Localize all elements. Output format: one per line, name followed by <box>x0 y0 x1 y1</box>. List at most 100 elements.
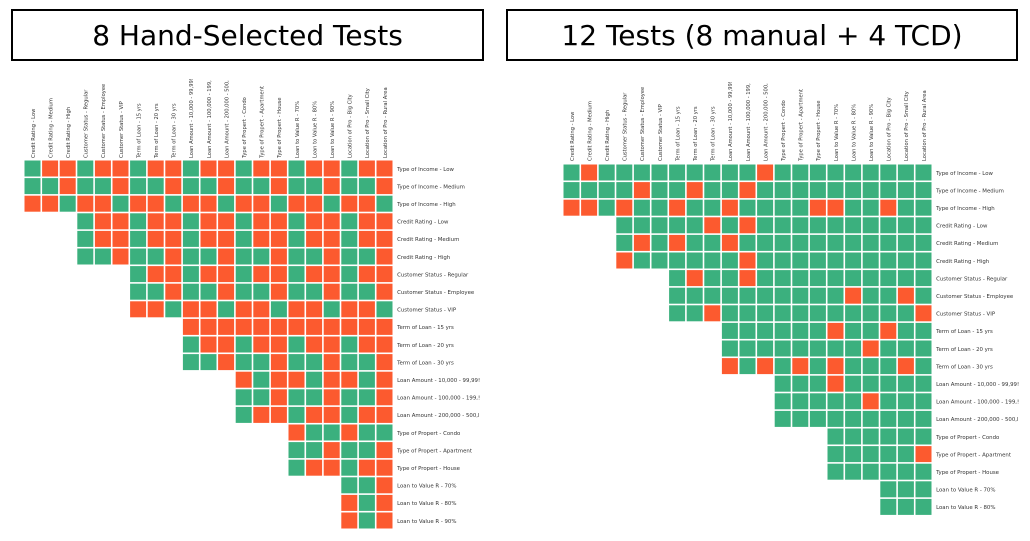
covered-cell <box>200 354 217 371</box>
uncovered-cell <box>704 305 721 322</box>
uncovered-cell <box>827 358 844 375</box>
uncovered-cell <box>165 248 182 265</box>
uncovered-cell <box>306 266 323 283</box>
covered-cell <box>288 389 305 406</box>
covered-cell <box>253 248 270 265</box>
covered-cell <box>809 164 826 181</box>
uncovered-cell <box>200 160 217 177</box>
covered-cell <box>739 287 756 304</box>
covered-cell <box>288 442 305 459</box>
covered-cell <box>880 375 897 392</box>
row-label: Type of Propert - House <box>935 470 1000 476</box>
uncovered-cell <box>182 195 199 212</box>
uncovered-cell <box>94 230 111 247</box>
covered-cell <box>862 234 879 251</box>
covered-cell <box>809 234 826 251</box>
uncovered-cell <box>218 283 235 300</box>
covered-cell <box>845 375 862 392</box>
covered-cell <box>845 164 862 181</box>
covered-cell <box>721 270 738 287</box>
uncovered-cell <box>147 301 164 318</box>
uncovered-cell <box>686 182 703 199</box>
uncovered-cell <box>376 442 393 459</box>
uncovered-cell <box>200 266 217 283</box>
left-heatmap: Credit Rating - Low Credit Rating - Mediu… <box>24 78 480 529</box>
covered-cell <box>845 182 862 199</box>
covered-cell <box>915 358 932 375</box>
covered-cell <box>845 446 862 463</box>
covered-cell <box>809 182 826 199</box>
covered-cell <box>915 481 932 498</box>
column-label: Customer Status - VIP <box>658 104 664 161</box>
row-label: Customer Status - Employee <box>397 290 475 296</box>
row-label: Term of Loan - 15 yrs <box>935 329 993 335</box>
covered-cell <box>669 252 686 269</box>
covered-cell <box>862 428 879 445</box>
column-label: Term of Loan - 15 yrs <box>136 103 142 159</box>
covered-cell <box>235 406 252 423</box>
uncovered-cell <box>376 354 393 371</box>
covered-cell <box>827 270 844 287</box>
column-label: Location of Pro - Big City <box>348 94 354 158</box>
row-label: Loan to Value R - 90% <box>397 519 456 525</box>
uncovered-cell <box>880 199 897 216</box>
uncovered-cell <box>165 266 182 283</box>
covered-cell <box>862 358 879 375</box>
uncovered-cell <box>253 301 270 318</box>
covered-cell <box>774 358 791 375</box>
covered-cell <box>880 393 897 410</box>
uncovered-cell <box>130 195 147 212</box>
covered-cell <box>358 442 375 459</box>
covered-cell <box>827 446 844 463</box>
column-label: Loan Amount - 100,000 - 199, <box>207 80 213 158</box>
covered-cell <box>739 305 756 322</box>
covered-cell <box>915 199 932 216</box>
covered-cell <box>792 410 809 427</box>
uncovered-cell <box>358 213 375 230</box>
covered-cell <box>341 336 358 353</box>
column-label: Loan Amount - 10,000 - 99,99! <box>728 81 734 161</box>
covered-cell <box>651 199 668 216</box>
covered-cell <box>880 234 897 251</box>
uncovered-cell <box>897 287 914 304</box>
covered-cell <box>897 428 914 445</box>
covered-cell <box>915 393 932 410</box>
covered-cell <box>915 410 932 427</box>
covered-cell <box>897 305 914 322</box>
right-chart-title: 12 Tests (8 manual + 4 TCD) <box>506 9 1018 61</box>
uncovered-cell <box>897 358 914 375</box>
uncovered-cell <box>59 178 76 195</box>
covered-cell <box>827 305 844 322</box>
covered-cell <box>774 322 791 339</box>
uncovered-cell <box>270 266 287 283</box>
uncovered-cell <box>827 375 844 392</box>
row-label: Customer Status - Employee <box>936 294 1014 300</box>
column-label: Term of Loan - 20 yrs <box>693 106 699 162</box>
row-label: Loan Amount - 10,000 - 99,99! <box>936 382 1019 388</box>
covered-cell <box>774 252 791 269</box>
uncovered-cell <box>165 160 182 177</box>
covered-cell <box>182 283 199 300</box>
covered-cell <box>130 283 147 300</box>
uncovered-cell <box>845 287 862 304</box>
left-chart-title: 8 Hand-Selected Tests <box>11 9 484 61</box>
uncovered-cell <box>42 195 59 212</box>
covered-cell <box>809 217 826 234</box>
covered-cell <box>218 301 235 318</box>
covered-cell <box>686 287 703 304</box>
covered-cell <box>774 234 791 251</box>
covered-cell <box>774 375 791 392</box>
column-label: Term of Loan - 15 yrs <box>675 106 681 162</box>
covered-cell <box>915 252 932 269</box>
covered-cell <box>880 340 897 357</box>
column-label: Credit Rating - High <box>66 107 72 158</box>
covered-cell <box>633 164 650 181</box>
uncovered-cell <box>182 301 199 318</box>
row-label: Term of Loan - 20 yrs <box>935 347 993 353</box>
column-label: Location of Pro - Small City <box>365 88 371 158</box>
row-label: Type of Propert - Apartment <box>935 452 1011 458</box>
covered-cell <box>897 410 914 427</box>
column-label: Loan Amount - 10,000 - 99,99! <box>189 78 195 158</box>
uncovered-cell <box>42 160 59 177</box>
uncovered-cell <box>270 248 287 265</box>
